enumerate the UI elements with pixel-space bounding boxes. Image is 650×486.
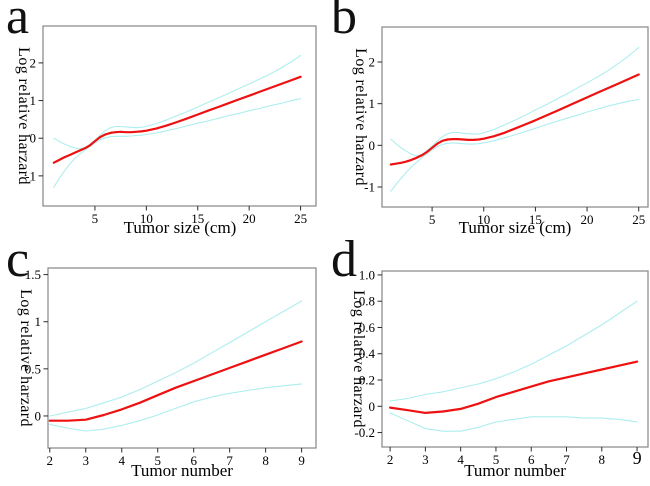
x-tick-label: 2 [47,453,54,468]
y-tick-label: 1 [369,96,376,111]
x-tick-label: 5 [92,211,99,226]
y-tick-label: 0 [369,399,376,414]
x-axis-label: Tumor number [464,461,566,480]
y-tick-label: -0.2 [354,425,375,440]
x-tick-label: 4 [118,453,125,468]
ci-lower-line [53,98,302,188]
x-tick-label: 9 [298,453,305,468]
ci-lower-line [390,98,640,192]
x-tick-label: 20 [243,211,256,226]
panel-a: a Log relative harzard 5 10 15 20 25 -1 0 1 2 Tu… [0,0,325,243]
y-tick-label: 1.0 [359,267,375,282]
x-tick-label: 25 [294,211,307,226]
x-tick-label: 10 [477,212,490,227]
fit-line [388,360,639,414]
x-axis-label: Tumor number [131,461,233,480]
plot-box [381,270,649,448]
x-tick-label: 8 [262,453,269,468]
y-tick-label: 1 [30,93,37,108]
plot-box [381,26,649,208]
y-tick-label: 0.4 [359,346,376,361]
y-tick-label: 0.8 [359,294,375,309]
x-tick-label: 3 [422,452,429,467]
panel-letter-d: d [331,231,357,288]
x-tick-label: 5 [493,452,500,467]
y-tick-label: 1 [35,314,42,329]
y-tick-label: 0 [35,408,42,423]
x-tick-label: 2 [387,452,394,467]
panel-c: c Log relative harzard 2 3 4 5 6 7 8 9 0 0.5 1 1.5 … [0,234,325,486]
plot-box [42,25,317,207]
fit-line [52,75,302,164]
chart-canvas-c: 2 3 4 5 6 7 8 9 0 0.5 1 1.5 [25,267,317,468]
y-tick-label: 2 [369,55,376,70]
y-axis-label: Log relative harzard [17,289,34,427]
x-tick-label: 15 [191,211,204,226]
y-axis-label: Log relative harzard [15,47,32,185]
ci-lower-line [389,412,638,432]
y-axis-label: Log relative harzard [350,290,367,428]
x-tick-label: 7 [563,452,570,467]
y-tick-label: -1 [25,168,36,183]
y-tick-label: 0 [30,131,37,146]
panel-d: d Log relative harzard 2 3 4 5 6 7 8 9 -0.2 0 0.2 0… [325,234,650,486]
ci-upper-line [390,46,640,157]
panel-letter-a: a [6,0,30,45]
y-tick-label: -1 [364,180,375,195]
x-tick-label: 6 [190,453,197,468]
panel-letter-b: b [331,0,357,45]
y-tick-label: 2 [30,55,37,70]
fit-line [389,73,640,166]
y-tick-label: 1.5 [25,267,41,282]
fit-line [48,340,303,422]
ci-upper-line [49,300,303,417]
panel-letter-c: c [6,231,30,288]
x-tick-label: 6 [528,452,535,467]
chart-canvas-a: 5 10 15 20 25 -1 0 1 2 [25,25,317,226]
ci-lower-line [49,383,303,432]
x-tick-label: 25 [632,212,645,227]
chart-canvas-b: 5 10 15 20 25 -1 0 1 2 [364,26,649,227]
y-tick-label: 0.5 [25,361,41,376]
x-tick-label: 5 [429,212,436,227]
y-axis-label: Log relative harzard [352,48,369,186]
chart-canvas-d: 2 3 4 5 6 7 8 9 -0.2 0 0.2 0.4 0.6 0.8 1.0 [354,267,649,468]
x-tick-label: 15 [529,212,542,227]
x-tick-label: 9 [633,448,642,468]
y-tick-label: 0.6 [359,320,376,335]
x-axis-label: Tumor size (cm) [123,218,237,237]
x-axis-label: Tumor size (cm) [458,218,572,237]
x-tick-label: 10 [140,211,153,226]
ci-upper-line [389,300,638,402]
ci-upper-line [53,54,302,150]
x-tick-label: 8 [599,452,606,467]
x-tick-label: 3 [83,453,90,468]
panel-b: b Log relative harzard 5 10 15 20 25 -1 0 1 2 Tu… [325,0,650,243]
y-tick-label: 0.2 [359,373,375,388]
x-tick-label: 4 [457,452,464,467]
y-tick-label: 0 [369,138,376,153]
x-tick-label: 20 [581,212,594,227]
plot-box [47,267,317,449]
x-tick-label: 7 [226,453,233,468]
x-tick-label: 5 [154,453,161,468]
